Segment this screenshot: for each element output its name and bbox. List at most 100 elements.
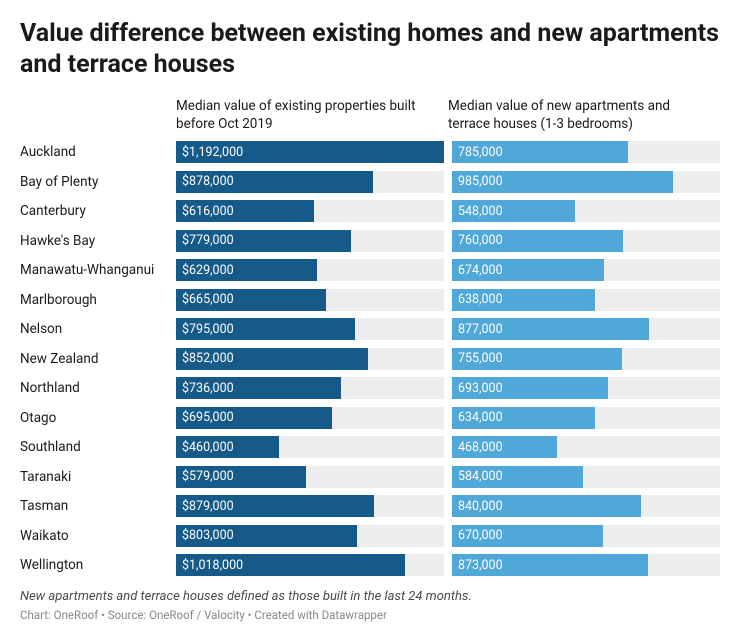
bar-fill: 548,000 [452,200,575,222]
bar-label: 785,000 [452,145,503,160]
bar-label: $665,000 [176,292,234,307]
region-label: Nelson [20,321,176,337]
existing-value-bar: $736,000 [176,377,444,399]
bar-fill: $665,000 [176,289,326,311]
bar-fill: $695,000 [176,407,332,429]
bar-fill: 584,000 [452,466,583,488]
new-value-bar: 985,000 [452,171,720,193]
region-label: Bay of Plenty [20,174,176,190]
region-label: Waikato [20,528,176,544]
bar-fill: $616,000 [176,200,314,222]
bar-fill: $1,192,000 [176,141,444,163]
region-label: Otago [20,410,176,426]
header-spacer [20,97,176,133]
bar-fill: 634,000 [452,407,595,429]
col1-header: Median value of existing properties buil… [176,97,448,133]
bar-label: $779,000 [176,233,234,248]
new-value-bar: 755,000 [452,348,720,370]
bar-fill: 760,000 [452,230,623,252]
existing-value-bar: $1,192,000 [176,141,444,163]
existing-value-bar: $579,000 [176,466,444,488]
new-value-bar: 693,000 [452,377,720,399]
region-label: Southland [20,439,176,455]
existing-value-bar: $665,000 [176,289,444,311]
bar-fill: $460,000 [176,436,279,458]
bar-fill: $736,000 [176,377,341,399]
chart-title: Value difference between existing homes … [20,18,720,81]
bar-fill: $879,000 [176,495,374,517]
bar-fill: $779,000 [176,230,351,252]
region-label: Marlborough [20,292,176,308]
bar-fill: $795,000 [176,318,355,340]
bar-fill: 670,000 [452,525,603,547]
col2-header: Median value of new apartments and terra… [448,97,720,133]
region-label: Manawatu-Whanganui [20,262,176,278]
table-row: Auckland$1,192,000785,000 [20,139,720,166]
table-row: Northland$736,000693,000 [20,375,720,402]
table-row: Bay of Plenty$878,000 985,000 [20,168,720,195]
table-row: Southland$460,000 468,000 [20,434,720,461]
bar-label: $460,000 [176,440,234,455]
new-value-bar: 873,000 [452,554,720,576]
region-label: New Zealand [20,351,176,367]
bar-label: $852,000 [176,351,234,366]
bar-label: 877,000 [452,322,503,337]
bar-label: 674,000 [452,263,503,278]
bar-label: $616,000 [176,204,234,219]
bar-fill: 638,000 [452,289,595,311]
bar-fill: 693,000 [452,377,608,399]
existing-value-bar: $629,000 [176,259,444,281]
bar-fill: $803,000 [176,525,357,547]
bar-fill: 468,000 [452,436,557,458]
existing-value-bar: $852,000 [176,348,444,370]
bar-label: 755,000 [452,351,503,366]
bar-fill: 985,000 [452,171,673,193]
existing-value-bar: $878,000 [176,171,444,193]
bar-label: 693,000 [452,381,503,396]
new-value-bar: 674,000 [452,259,720,281]
bar-fill: 674,000 [452,259,604,281]
bar-label: $629,000 [176,263,234,278]
bar-label: 468,000 [452,440,503,455]
table-row: Otago$695,000 634,000 [20,404,720,431]
bar-label: $795,000 [176,322,234,337]
existing-value-bar: $879,000 [176,495,444,517]
chart-rows: Auckland$1,192,000785,000Bay of Plenty$8… [20,139,720,579]
bar-label: 548,000 [452,204,503,219]
region-label: Hawke's Bay [20,233,176,249]
existing-value-bar: $460,000 [176,436,444,458]
region-label: Canterbury [20,203,176,219]
region-label: Tasman [20,498,176,514]
bar-fill: $1,018,000 [176,554,405,576]
bar-fill: $852,000 [176,348,368,370]
new-value-bar: 877,000 [452,318,720,340]
bar-label: 873,000 [452,558,503,573]
table-row: Wellington$1,018,000 873,000 [20,552,720,579]
bar-fill: 785,000 [452,141,628,163]
bar-label: $1,018,000 [176,558,243,573]
table-row: Marlborough$665,000 638,000 [20,286,720,313]
table-row: Waikato$803,000 670,000 [20,522,720,549]
existing-value-bar: $616,000 [176,200,444,222]
bar-label: 634,000 [452,410,503,425]
new-value-bar: 468,000 [452,436,720,458]
bar-label: $736,000 [176,381,234,396]
bar-label: 670,000 [452,528,503,543]
bar-label: $803,000 [176,528,234,543]
bar-label: $579,000 [176,469,234,484]
new-value-bar: 634,000 [452,407,720,429]
bar-label: $878,000 [176,174,234,189]
region-label: Wellington [20,557,176,573]
bar-label: 840,000 [452,499,503,514]
new-value-bar: 760,000 [452,230,720,252]
existing-value-bar: $779,000 [176,230,444,252]
new-value-bar: 670,000 [452,525,720,547]
existing-value-bar: $795,000 [176,318,444,340]
bar-fill: 877,000 [452,318,649,340]
new-value-bar: 584,000 [452,466,720,488]
existing-value-bar: $803,000 [176,525,444,547]
table-row: Hawke's Bay$779,000 760,000 [20,227,720,254]
existing-value-bar: $1,018,000 [176,554,444,576]
new-value-bar: 638,000 [452,289,720,311]
bar-label: $879,000 [176,499,234,514]
